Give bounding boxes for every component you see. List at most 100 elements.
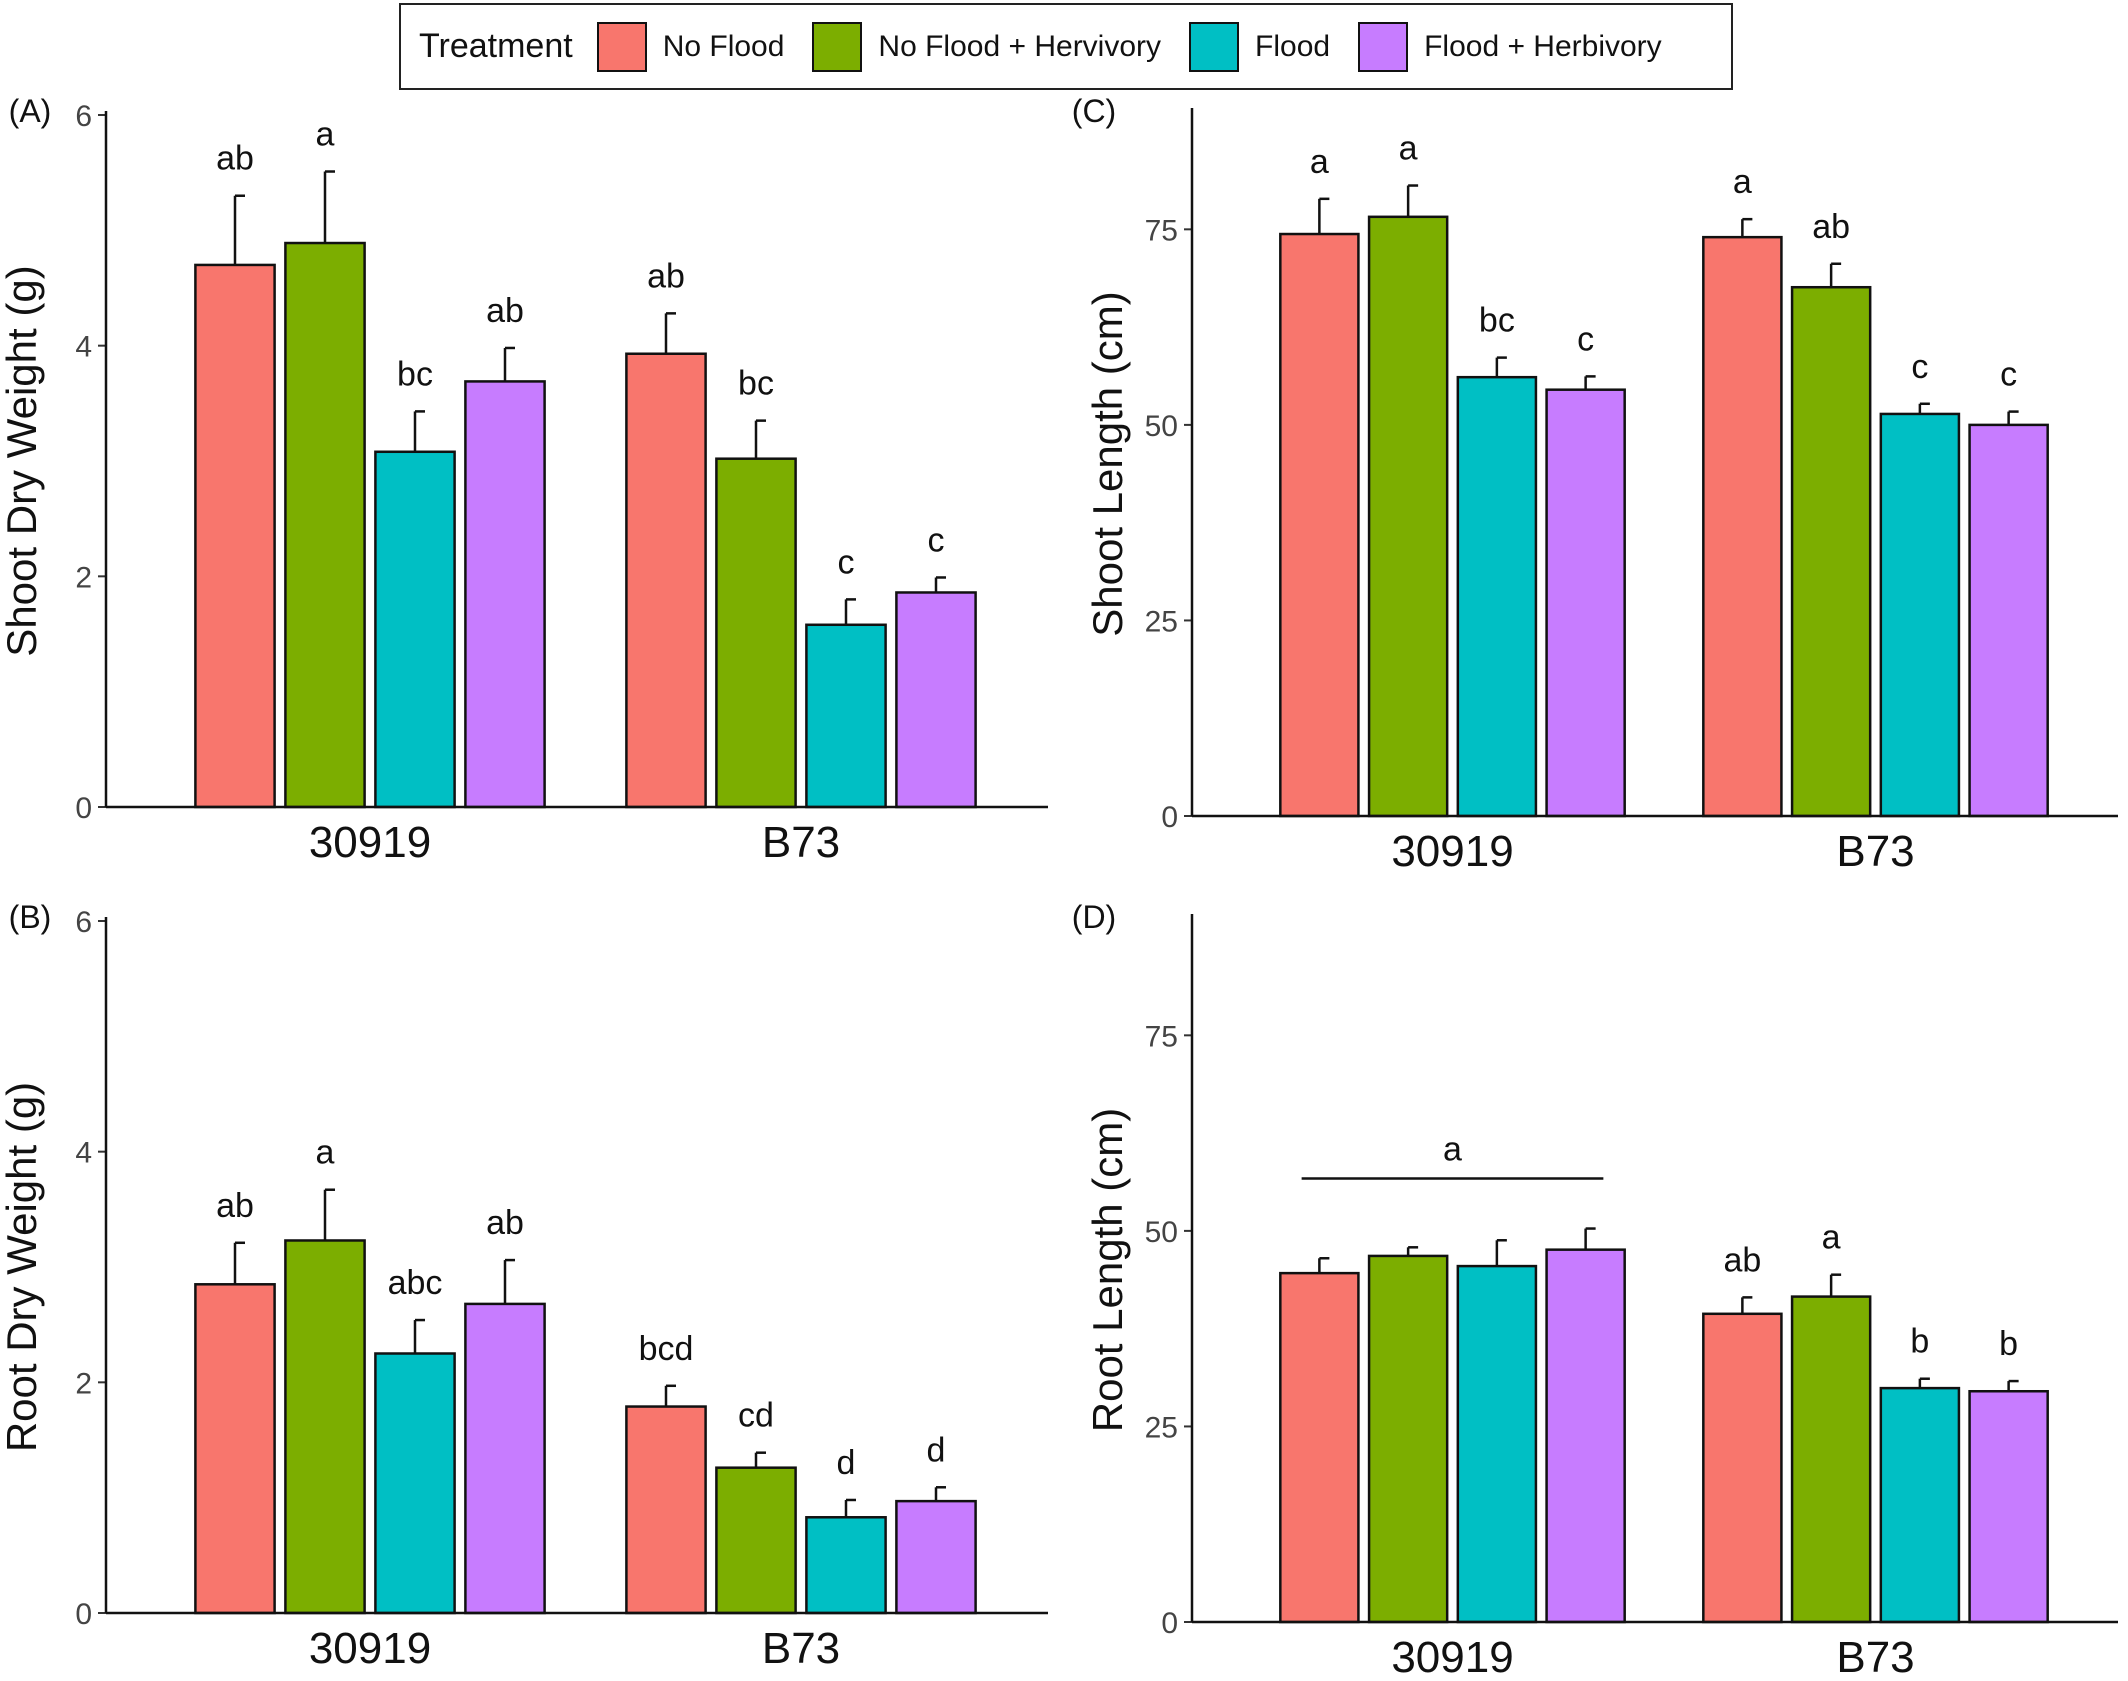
y-tick-label: 50 — [1145, 410, 1178, 443]
panel-label: (C) — [1072, 93, 1116, 129]
legend-label-no-flood-herbivory: No Flood + Hervivory — [878, 29, 1162, 63]
bar-30919-no-flood — [194, 1283, 276, 1615]
significance-letter: a — [1822, 1219, 1841, 1257]
legend-label-flood: Flood — [1255, 29, 1331, 63]
significance-letter: cd — [738, 1397, 774, 1435]
significance-letter: d — [927, 1431, 946, 1469]
legend-item-no-flood-herbivory: No Flood + Hervivory — [812, 21, 1162, 72]
bar-b73-no-flood-hervivory — [1790, 285, 1872, 818]
bar-30919-flood-herbivory — [464, 380, 546, 809]
significance-letter: c — [928, 521, 945, 559]
legend-label-no-flood: No Flood — [662, 29, 785, 63]
bar-b73-flood — [805, 623, 887, 809]
y-axis-label: Root Dry Weight (g) — [0, 1082, 45, 1452]
significance-letter: a — [316, 116, 335, 154]
bar-30919-no-flood — [1279, 1271, 1360, 1624]
legend: Treatment No Flood No Flood + Hervivory … — [399, 3, 1733, 90]
legend-swatch-no-flood-herbivory — [812, 21, 863, 72]
significance-letter: ab — [1812, 208, 1850, 246]
significance-letter: c — [1911, 348, 1928, 386]
x-category-label: B73 — [762, 818, 840, 867]
significance-letter: a — [1310, 143, 1329, 181]
bar-b73-no-flood-hervivory — [715, 457, 797, 809]
significance-letter: b — [1910, 1323, 1929, 1361]
bar-b73-flood — [805, 1516, 887, 1615]
x-category-label: B73 — [762, 1624, 840, 1673]
significance-letter: bc — [1479, 302, 1515, 340]
bar-30919-flood — [374, 450, 456, 809]
y-tick-label: 0 — [75, 1598, 92, 1631]
significance-letter: abc — [388, 1264, 443, 1302]
significance-letter: c — [1577, 320, 1594, 358]
bar-30919-no-flood-hervivory — [284, 241, 366, 809]
bar-30919-no-flood — [1279, 232, 1360, 818]
x-category-label: 30919 — [1391, 1633, 1513, 1681]
legend-swatch-flood — [1189, 21, 1240, 72]
y-tick-label: 4 — [75, 331, 92, 364]
legend-swatch-no-flood — [596, 21, 647, 72]
legend-item-flood: Flood — [1189, 21, 1331, 72]
x-category-label: B73 — [1836, 1633, 1914, 1681]
significance-letter: ab — [216, 140, 254, 178]
legend-item-flood-herbivory: Flood + Herbivory — [1358, 21, 1662, 72]
y-tick-label: 2 — [75, 1367, 92, 1400]
y-tick-label: 75 — [1145, 1020, 1178, 1053]
bar-30919-no-flood-hervivory — [284, 1239, 366, 1615]
significance-letter: bc — [397, 355, 433, 393]
bar-30919-flood — [1456, 375, 1538, 818]
bar-30919-no-flood-hervivory — [1367, 1254, 1449, 1624]
y-tick-label: 6 — [75, 906, 92, 939]
significance-letter: ab — [216, 1187, 254, 1225]
bar-b73-no-flood — [625, 352, 707, 809]
x-category-label: 30919 — [309, 1624, 431, 1673]
x-category-label: 30919 — [1391, 827, 1513, 876]
significance-letter: bc — [738, 365, 774, 403]
significance-letter: d — [837, 1444, 856, 1482]
bar-30919-flood — [374, 1352, 456, 1615]
significance-letter: bcd — [639, 1330, 694, 1368]
y-tick-label: 0 — [75, 792, 92, 825]
legend-label-flood-herbivory: Flood + Herbivory — [1424, 29, 1662, 63]
legend-title: Treatment — [419, 27, 573, 65]
panel-b: (B) Root Dry Weight (g) 0 2 4 6 ab a abc ab 30919 b… — [0, 899, 1048, 1673]
significance-letter: c — [2000, 356, 2017, 394]
x-category-label: B73 — [1836, 827, 1914, 876]
bar-b73-no-flood-hervivory — [715, 1466, 797, 1615]
significance-letter: ab — [647, 257, 685, 295]
y-tick-label: 0 — [1161, 1607, 1178, 1640]
y-axis-label: Root Length (cm) — [1084, 1108, 1131, 1432]
significance-letter: b — [1999, 1325, 2018, 1363]
bar-b73-no-flood — [1702, 1312, 1783, 1624]
significance-letter: ab — [486, 292, 524, 330]
significance-letter: ab — [486, 1204, 524, 1242]
bar-30919-flood-herbivory — [1545, 388, 1626, 818]
bar-b73-no-flood — [625, 1405, 707, 1615]
y-axis-label: Shoot Length (cm) — [1084, 291, 1131, 637]
y-tick-label: 25 — [1145, 1411, 1178, 1444]
panel-label: (D) — [1072, 899, 1116, 935]
bar-b73-flood-herbivory — [895, 1499, 977, 1615]
significance-letter: a — [316, 1134, 335, 1172]
legend-swatch-flood-herbivory — [1358, 21, 1409, 72]
bar-30919-flood — [1456, 1264, 1538, 1624]
group-letter: a — [1443, 1131, 1462, 1169]
bar-30919-no-flood — [194, 263, 276, 809]
bar-b73-no-flood-hervivory — [1790, 1295, 1872, 1624]
y-tick-label: 75 — [1145, 214, 1178, 247]
significance-letter: a — [1399, 130, 1418, 168]
significance-letter: a — [1733, 163, 1752, 201]
bar-b73-flood — [1879, 1386, 1961, 1624]
bar-b73-flood-herbivory — [895, 591, 977, 809]
y-tick-label: 0 — [1161, 801, 1178, 834]
y-tick-label: 4 — [75, 1137, 92, 1170]
y-tick-label: 6 — [75, 100, 92, 133]
panel-a: (A)Shoot Dry Weight (g)0246ababcab30919a… — [0, 93, 1048, 867]
significance-letter: ab — [1723, 1241, 1761, 1279]
y-tick-label: 25 — [1145, 605, 1178, 638]
y-tick-label: 50 — [1145, 1216, 1178, 1249]
bar-30919-no-flood-hervivory — [1367, 215, 1449, 818]
bar-b73-flood-herbivory — [1968, 1389, 2049, 1624]
